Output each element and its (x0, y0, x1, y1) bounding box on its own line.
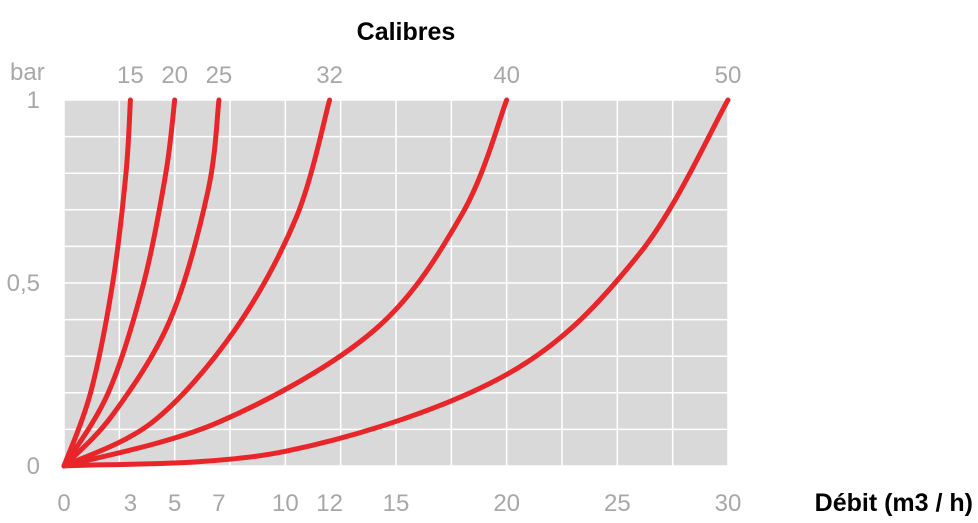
y-axis-label: bar (10, 59, 45, 86)
y-tick-label: 0,5 (7, 270, 40, 297)
series-line-40 (61, 97, 510, 469)
x-axis-label: Débit (m3 / h) (815, 489, 973, 517)
y-tick-label: 1 (27, 87, 40, 114)
y-axis-ticks: 00,51 (7, 87, 40, 480)
series-line-32 (61, 97, 333, 469)
x-tick-label: 30 (715, 490, 742, 517)
series-line-50 (61, 97, 731, 469)
x-tick-label: 7 (212, 490, 225, 517)
series-label-25: 25 (206, 62, 233, 89)
series-curves (61, 97, 731, 469)
series-line-20 (61, 97, 178, 469)
series-label-32: 32 (316, 62, 343, 89)
series-line-25 (61, 97, 222, 469)
x-tick-label: 3 (124, 490, 137, 517)
series-line-15 (61, 97, 133, 469)
series-label-50: 50 (715, 62, 742, 89)
x-tick-label: 20 (493, 490, 520, 517)
x-tick-label: 10 (272, 490, 299, 517)
chart-title: Calibres (357, 18, 456, 46)
series-labels: 15 20 25 32 40 50 (117, 62, 741, 89)
x-tick-label: 0 (57, 490, 70, 517)
series-label-20: 20 (161, 62, 188, 89)
series-label-40: 40 (493, 62, 520, 89)
x-tick-label: 15 (383, 490, 410, 517)
x-tick-label: 12 (316, 490, 343, 517)
x-tick-label: 25 (604, 490, 631, 517)
y-tick-label: 0 (27, 453, 40, 480)
series-label-15: 15 (117, 62, 144, 89)
x-tick-label: 5 (168, 490, 181, 517)
x-axis-ticks: 0 3 5 7 10 12 15 20 25 30 (57, 490, 741, 517)
